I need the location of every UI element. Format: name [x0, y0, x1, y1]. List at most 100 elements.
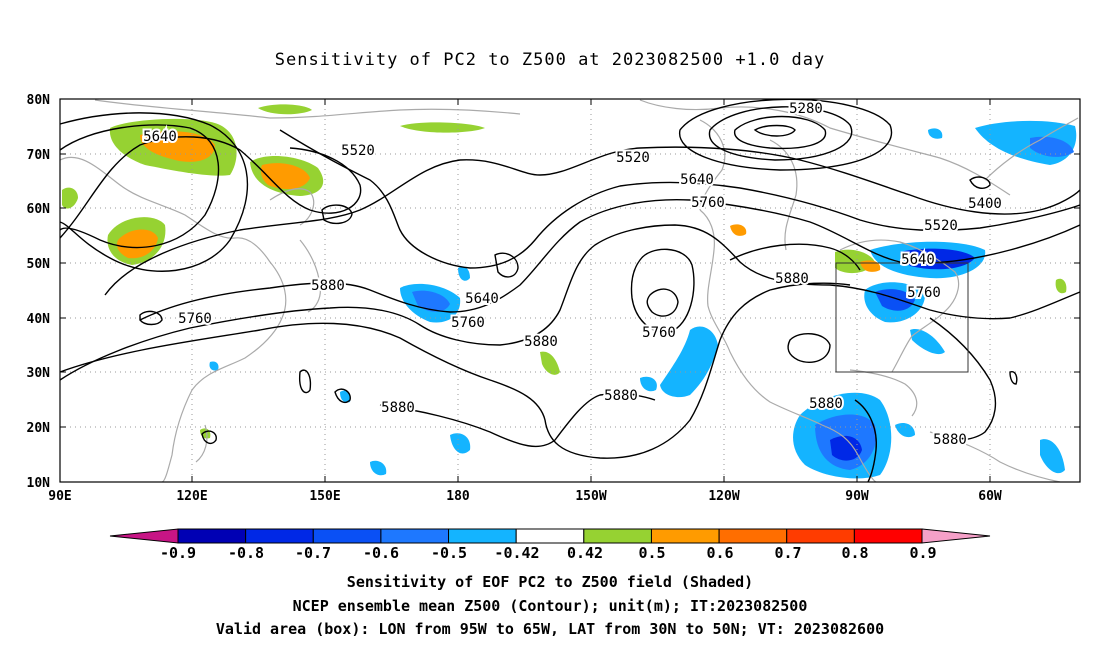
negative-shading: [830, 435, 862, 461]
lat-label: 70N: [27, 148, 51, 163]
low-center-contour: [321, 204, 353, 225]
contour-label: 5880: [604, 388, 638, 404]
negative-shading: [458, 266, 470, 281]
contour-label: 5520: [616, 150, 650, 166]
contour-label: 5760: [642, 325, 676, 341]
lat-label: 10N: [27, 476, 51, 491]
colorbar-label: -0.9: [160, 544, 196, 562]
negative-shading: [370, 460, 387, 476]
low-center-contour: [734, 115, 827, 150]
colorbar-segment: [921, 528, 991, 544]
colorbar-segment: [380, 528, 450, 544]
shading-layer: [62, 104, 1077, 479]
lon-label: 150W: [575, 489, 606, 504]
positive-shading: [258, 104, 312, 115]
colorbar-segment: [786, 528, 855, 544]
contour-label: 5520: [924, 218, 958, 234]
contour-label: 5400: [968, 196, 1002, 212]
positive-shading: [1055, 278, 1067, 294]
colorbar-segment: [853, 528, 923, 544]
negative-shading: [660, 326, 718, 398]
low-center-contour: [787, 333, 831, 363]
low-center-contour: [969, 176, 991, 189]
positive-shading: [140, 131, 215, 162]
colorbar-label: 0.6: [706, 544, 733, 562]
contour-label: 5880: [809, 396, 843, 412]
colorbar-segment: [718, 528, 788, 544]
colorbar-labels: -0.9 -0.8 -0.7 -0.6 -0.5 -0.42 0.42 0.5 …: [160, 544, 937, 562]
colorbar-label: 0.8: [841, 544, 868, 562]
low-center-contour: [630, 248, 695, 333]
low-center-contour: [494, 252, 519, 278]
lon-label: 120E: [176, 489, 207, 504]
map-frame: [59, 98, 1081, 483]
negative-shading: [412, 290, 450, 312]
contour-label: 5880: [311, 278, 345, 294]
caption-valid-area: Valid area (box): LON from 95W to 65W, L…: [215, 620, 885, 638]
colorbar-label: -0.7: [295, 544, 331, 562]
map-title: Sensitivity of PC2 to Z500 at 2023082500…: [274, 50, 826, 70]
caption-shading: Sensitivity of EOF PC2 to Z500 field (Sh…: [346, 573, 754, 591]
low-center-contour: [646, 288, 679, 317]
valid-area-box: [835, 262, 969, 373]
contour-label: 5640: [901, 252, 935, 268]
negative-shading: [209, 361, 219, 371]
positive-shading: [116, 229, 158, 259]
contour-label: 5640: [143, 129, 177, 145]
colorbar-label: -0.8: [228, 544, 264, 562]
contour-label: 5520: [341, 143, 375, 159]
colorbar-label: 0.7: [774, 544, 801, 562]
negative-shading: [1040, 439, 1065, 474]
lon-label-layer: 90E 120E 150E 180 150W 120W 90W 60W: [48, 489, 1002, 504]
contour-label: 5280: [789, 101, 823, 117]
lon-label: 150E: [309, 489, 340, 504]
low-center-contour: [1009, 371, 1018, 385]
colorbar-segment: [109, 528, 179, 544]
lat-label: 20N: [27, 421, 51, 436]
colorbar: [109, 528, 991, 544]
lon-label: 90W: [845, 489, 869, 504]
lat-label: 50N: [27, 257, 51, 272]
colorbar-segment: [583, 528, 652, 544]
contour-label: 5640: [680, 172, 714, 188]
lon-label: 60W: [978, 489, 1002, 504]
low-center-contour: [298, 369, 312, 394]
colorbar-segment: [448, 528, 517, 544]
negative-shading: [640, 376, 657, 392]
lat-label: 60N: [27, 202, 51, 217]
coastlines: [59, 99, 1079, 483]
contour-label: 5760: [907, 285, 941, 301]
contour-label: 5760: [178, 311, 212, 327]
negative-shading: [895, 423, 915, 438]
colorbar-label: 0.9: [909, 544, 936, 562]
low-center-contour: [679, 98, 893, 171]
colorbar-label: 0.5: [638, 544, 665, 562]
lon-label: 120W: [708, 489, 739, 504]
colorbar-segment: [177, 528, 247, 544]
negative-shading: [910, 329, 945, 355]
lon-label: 90E: [48, 489, 71, 504]
low-center-contour: [753, 124, 796, 137]
colorbar-label: -0.6: [363, 544, 399, 562]
colorbar-segment: [515, 528, 585, 544]
colorbar-segment: [650, 528, 720, 544]
colorbar-label: 0.42: [567, 544, 603, 562]
colorbar-segment: [312, 528, 382, 544]
positive-shading: [730, 224, 747, 236]
lat-label: 30N: [27, 366, 51, 381]
contour-label: 5760: [451, 315, 485, 331]
low-center-contour: [334, 388, 351, 404]
lat-label-layer: 80N 70N 60N 50N 40N 30N 20N 10N: [27, 93, 51, 491]
negative-shading: [928, 128, 943, 139]
lon-label: 180: [446, 489, 470, 504]
positive-shading: [540, 351, 560, 375]
caption-contour: NCEP ensemble mean Z500 (Contour); unit(…: [292, 597, 808, 615]
lat-label: 80N: [27, 93, 51, 108]
contour-label: 5880: [775, 271, 809, 287]
negative-shading: [1030, 136, 1074, 157]
contour-label: 5640: [465, 291, 499, 307]
contour-label: 5880: [993, 318, 1027, 334]
negative-shading: [340, 390, 351, 403]
positive-shading: [400, 122, 485, 133]
colorbar-label: -0.5: [431, 544, 467, 562]
